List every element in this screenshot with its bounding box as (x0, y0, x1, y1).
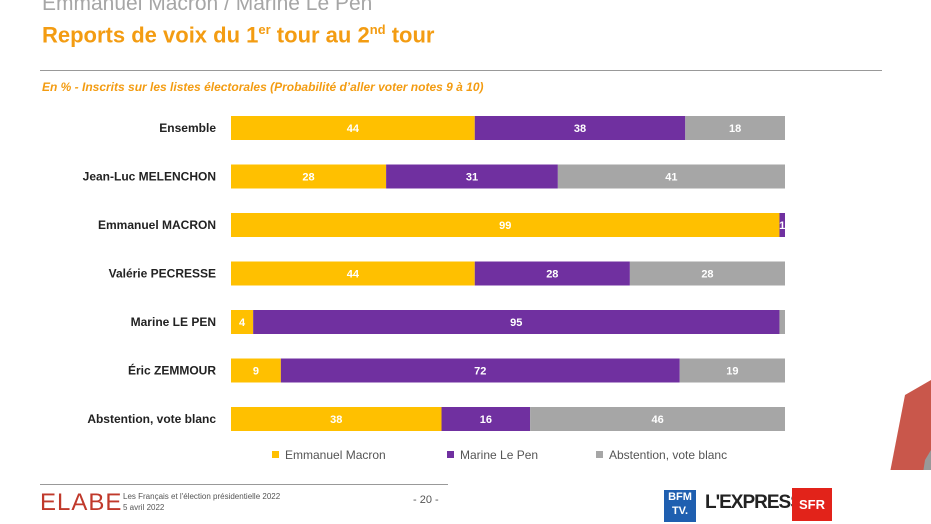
title-part: Reports de voix du 1 (42, 22, 259, 48)
bar-segment (280, 358, 680, 383)
data-label: 19 (726, 366, 738, 378)
bar-segment (231, 358, 281, 383)
data-label: 31 (466, 172, 478, 184)
bar-segment (679, 358, 785, 383)
legend-label: Marine Le Pen (460, 448, 538, 462)
title-sup: er (258, 22, 271, 37)
bar-segment (231, 407, 442, 431)
legend-label: Abstention, vote blanc (609, 448, 727, 462)
title-part: tour au 2 (270, 22, 370, 48)
bar-segment (253, 310, 780, 334)
legend-swatch (447, 451, 454, 458)
decorative-shape (923, 450, 931, 470)
bar-segment (386, 164, 558, 189)
subtitle: En % - Inscrits sur les listes électoral… (42, 80, 484, 94)
data-label: 95 (510, 317, 522, 329)
legend-swatch (596, 451, 603, 458)
bar-segment (557, 164, 785, 189)
data-label: 38 (330, 414, 342, 426)
data-label: 28 (302, 172, 314, 184)
bar-segment (231, 261, 475, 286)
bar-segment (779, 213, 785, 237)
lexpress-logo: L'EXPRESS (705, 492, 803, 513)
legend-label: Emmanuel Macron (285, 448, 386, 462)
bar-segment (474, 261, 630, 286)
bar-segment (685, 116, 785, 140)
title-part: tour (385, 22, 435, 48)
data-label: 41 (665, 172, 677, 184)
elabe-logo: ELABE (40, 489, 123, 516)
category-label: Marine LE PEN (131, 315, 216, 329)
bar-segment (231, 164, 387, 189)
bar-segment (530, 407, 785, 431)
data-label: 4 (239, 317, 246, 329)
title-sup: nd (369, 22, 386, 37)
bar-segment (441, 407, 531, 431)
category-label: Ensemble (159, 121, 216, 135)
bfmtv-logo: BFM TV. (664, 490, 696, 522)
data-label: 1 (779, 220, 785, 232)
bar-segment (779, 310, 785, 334)
bar-segment (474, 116, 686, 140)
decorative-shape (890, 380, 931, 470)
divider (40, 70, 882, 71)
category-label: Valérie PECRESSE (109, 267, 216, 281)
category-label: Abstention, vote blanc (87, 412, 216, 426)
supertitle: Emmanuel Macron / Marine Le Pen (42, 0, 373, 15)
data-label: 18 (729, 123, 741, 135)
category-label: Emmanuel MACRON (98, 218, 216, 232)
bar-segment (231, 116, 475, 140)
chart-title: Reports de voix du 1er tour au 2nd tour (42, 22, 434, 48)
bar-segment (629, 261, 785, 286)
footer-title: Les Français et l'élection présidentiell… (123, 492, 281, 501)
data-label: 99 (499, 220, 511, 232)
data-label: 44 (347, 269, 360, 281)
data-label: 16 (480, 414, 492, 426)
footer-date: 5 avril 2022 (123, 503, 165, 512)
data-label: 72 (474, 366, 486, 378)
bar-segment (231, 213, 780, 237)
bar-segment (231, 310, 254, 334)
data-label: 46 (651, 414, 663, 426)
data-label: 28 (546, 269, 558, 281)
data-label: 44 (347, 123, 360, 135)
legend-swatch (272, 451, 279, 458)
data-label: 9 (253, 366, 259, 378)
page-number: - 20 - (413, 494, 439, 506)
sfr-logo: SFR (792, 488, 832, 521)
data-label: 38 (574, 123, 586, 135)
data-label: 28 (701, 269, 713, 281)
footer-divider (40, 484, 448, 485)
category-label: Jean-Luc MELENCHON (83, 170, 216, 184)
category-label: Éric ZEMMOUR (128, 363, 216, 378)
